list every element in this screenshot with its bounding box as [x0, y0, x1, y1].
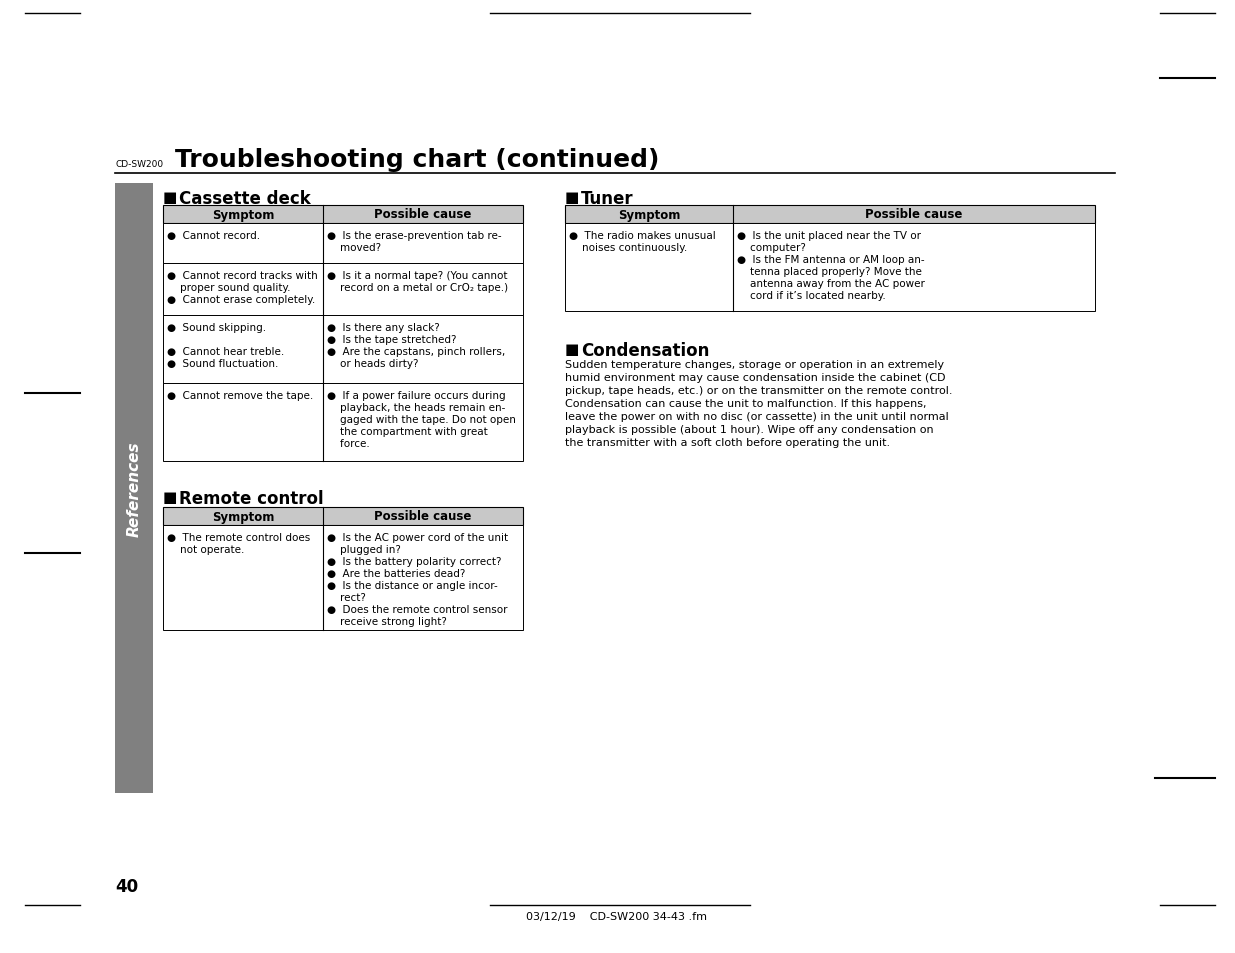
FancyBboxPatch shape — [163, 224, 522, 264]
Text: humid environment may cause condensation inside the cabinet (CD: humid environment may cause condensation… — [564, 373, 946, 382]
Text: ■: ■ — [163, 490, 178, 504]
Text: playback, the heads remain en-: playback, the heads remain en- — [327, 402, 505, 413]
Text: ●  The radio makes unusual: ● The radio makes unusual — [569, 231, 716, 241]
FancyBboxPatch shape — [163, 525, 522, 630]
Text: playback is possible (about 1 hour). Wipe off any condensation on: playback is possible (about 1 hour). Wip… — [564, 424, 934, 435]
Text: ●  Sound fluctuation.: ● Sound fluctuation. — [167, 358, 278, 369]
Text: or heads dirty?: or heads dirty? — [327, 358, 419, 369]
Text: ●  Is the distance or angle incor-: ● Is the distance or angle incor- — [327, 580, 498, 590]
Text: ●  Are the batteries dead?: ● Are the batteries dead? — [327, 568, 466, 578]
Text: ●  Cannot remove the tape.: ● Cannot remove the tape. — [167, 391, 314, 400]
Text: Symptom: Symptom — [618, 209, 680, 221]
Text: ●  Is the erase-prevention tab re-: ● Is the erase-prevention tab re- — [327, 231, 501, 241]
Text: Troubleshooting chart (continued): Troubleshooting chart (continued) — [175, 148, 659, 172]
Text: Remote control: Remote control — [179, 490, 324, 507]
Text: ●  Is the battery polarity correct?: ● Is the battery polarity correct? — [327, 557, 501, 566]
Text: Symptom: Symptom — [212, 510, 274, 523]
Text: ●  Does the remote control sensor: ● Does the remote control sensor — [327, 604, 508, 615]
Text: record on a metal or CrO₂ tape.): record on a metal or CrO₂ tape.) — [327, 283, 508, 293]
Text: the compartment with great: the compartment with great — [327, 427, 488, 436]
Text: plugged in?: plugged in? — [327, 544, 401, 555]
Text: rect?: rect? — [327, 593, 366, 602]
FancyBboxPatch shape — [564, 224, 1095, 312]
Text: Possible cause: Possible cause — [866, 209, 963, 221]
FancyBboxPatch shape — [163, 206, 522, 224]
Text: antenna away from the AC power: antenna away from the AC power — [737, 278, 925, 289]
Text: ●  Is there any slack?: ● Is there any slack? — [327, 323, 440, 333]
FancyBboxPatch shape — [115, 184, 153, 793]
Text: moved?: moved? — [327, 243, 382, 253]
Text: CD-SW200: CD-SW200 — [115, 160, 163, 169]
Text: ●  Is the AC power cord of the unit: ● Is the AC power cord of the unit — [327, 533, 508, 542]
Text: ●  Cannot record.: ● Cannot record. — [167, 231, 261, 241]
Text: Possible cause: Possible cause — [374, 510, 472, 523]
Text: ■: ■ — [163, 190, 178, 205]
Text: leave the power on with no disc (or cassette) in the unit until normal: leave the power on with no disc (or cass… — [564, 412, 948, 421]
FancyBboxPatch shape — [163, 507, 522, 525]
Text: References: References — [126, 440, 142, 537]
Text: Possible cause: Possible cause — [374, 209, 472, 221]
Text: 40: 40 — [115, 877, 138, 895]
Text: cord if it’s located nearby.: cord if it’s located nearby. — [737, 291, 885, 301]
FancyBboxPatch shape — [163, 384, 522, 461]
Text: ●  If a power failure occurs during: ● If a power failure occurs during — [327, 391, 505, 400]
Text: ●  Cannot hear treble.: ● Cannot hear treble. — [167, 347, 284, 356]
Text: ●  Is the unit placed near the TV or: ● Is the unit placed near the TV or — [737, 231, 921, 241]
Text: Sudden temperature changes, storage or operation in an extremely: Sudden temperature changes, storage or o… — [564, 359, 944, 370]
Text: Cassette deck: Cassette deck — [179, 190, 311, 208]
Text: Symptom: Symptom — [212, 209, 274, 221]
Text: receive strong light?: receive strong light? — [327, 617, 447, 626]
Text: ●  Is it a normal tape? (You cannot: ● Is it a normal tape? (You cannot — [327, 271, 508, 281]
Text: pickup, tape heads, etc.) or on the transmitter on the remote control.: pickup, tape heads, etc.) or on the tran… — [564, 386, 952, 395]
Text: ●  Cannot erase completely.: ● Cannot erase completely. — [167, 294, 315, 305]
FancyBboxPatch shape — [564, 206, 1095, 224]
Text: tenna placed properly? Move the: tenna placed properly? Move the — [737, 267, 921, 276]
Text: ●  Are the capstans, pinch rollers,: ● Are the capstans, pinch rollers, — [327, 347, 505, 356]
Text: Tuner: Tuner — [580, 190, 634, 208]
Text: ●  Is the tape stretched?: ● Is the tape stretched? — [327, 335, 457, 345]
Text: proper sound quality.: proper sound quality. — [167, 283, 290, 293]
Text: gaged with the tape. Do not open: gaged with the tape. Do not open — [327, 415, 516, 424]
Text: ●  Cannot record tracks with: ● Cannot record tracks with — [167, 271, 317, 281]
FancyBboxPatch shape — [163, 264, 522, 315]
Text: 03/12/19    CD-SW200 34-43 .fm: 03/12/19 CD-SW200 34-43 .fm — [526, 911, 708, 921]
FancyBboxPatch shape — [163, 315, 522, 384]
Text: ■: ■ — [564, 341, 579, 356]
Text: ●  Sound skipping.: ● Sound skipping. — [167, 323, 266, 333]
Text: ●  Is the FM antenna or AM loop an-: ● Is the FM antenna or AM loop an- — [737, 254, 925, 265]
Text: Condensation can cause the unit to malfunction. If this happens,: Condensation can cause the unit to malfu… — [564, 398, 926, 409]
Text: ■: ■ — [564, 190, 579, 205]
Text: computer?: computer? — [737, 243, 806, 253]
Text: force.: force. — [327, 438, 369, 449]
Text: the transmitter with a soft cloth before operating the unit.: the transmitter with a soft cloth before… — [564, 437, 890, 448]
Text: noises continuously.: noises continuously. — [569, 243, 687, 253]
Text: ●  The remote control does: ● The remote control does — [167, 533, 310, 542]
Text: Condensation: Condensation — [580, 341, 709, 359]
Text: not operate.: not operate. — [167, 544, 245, 555]
